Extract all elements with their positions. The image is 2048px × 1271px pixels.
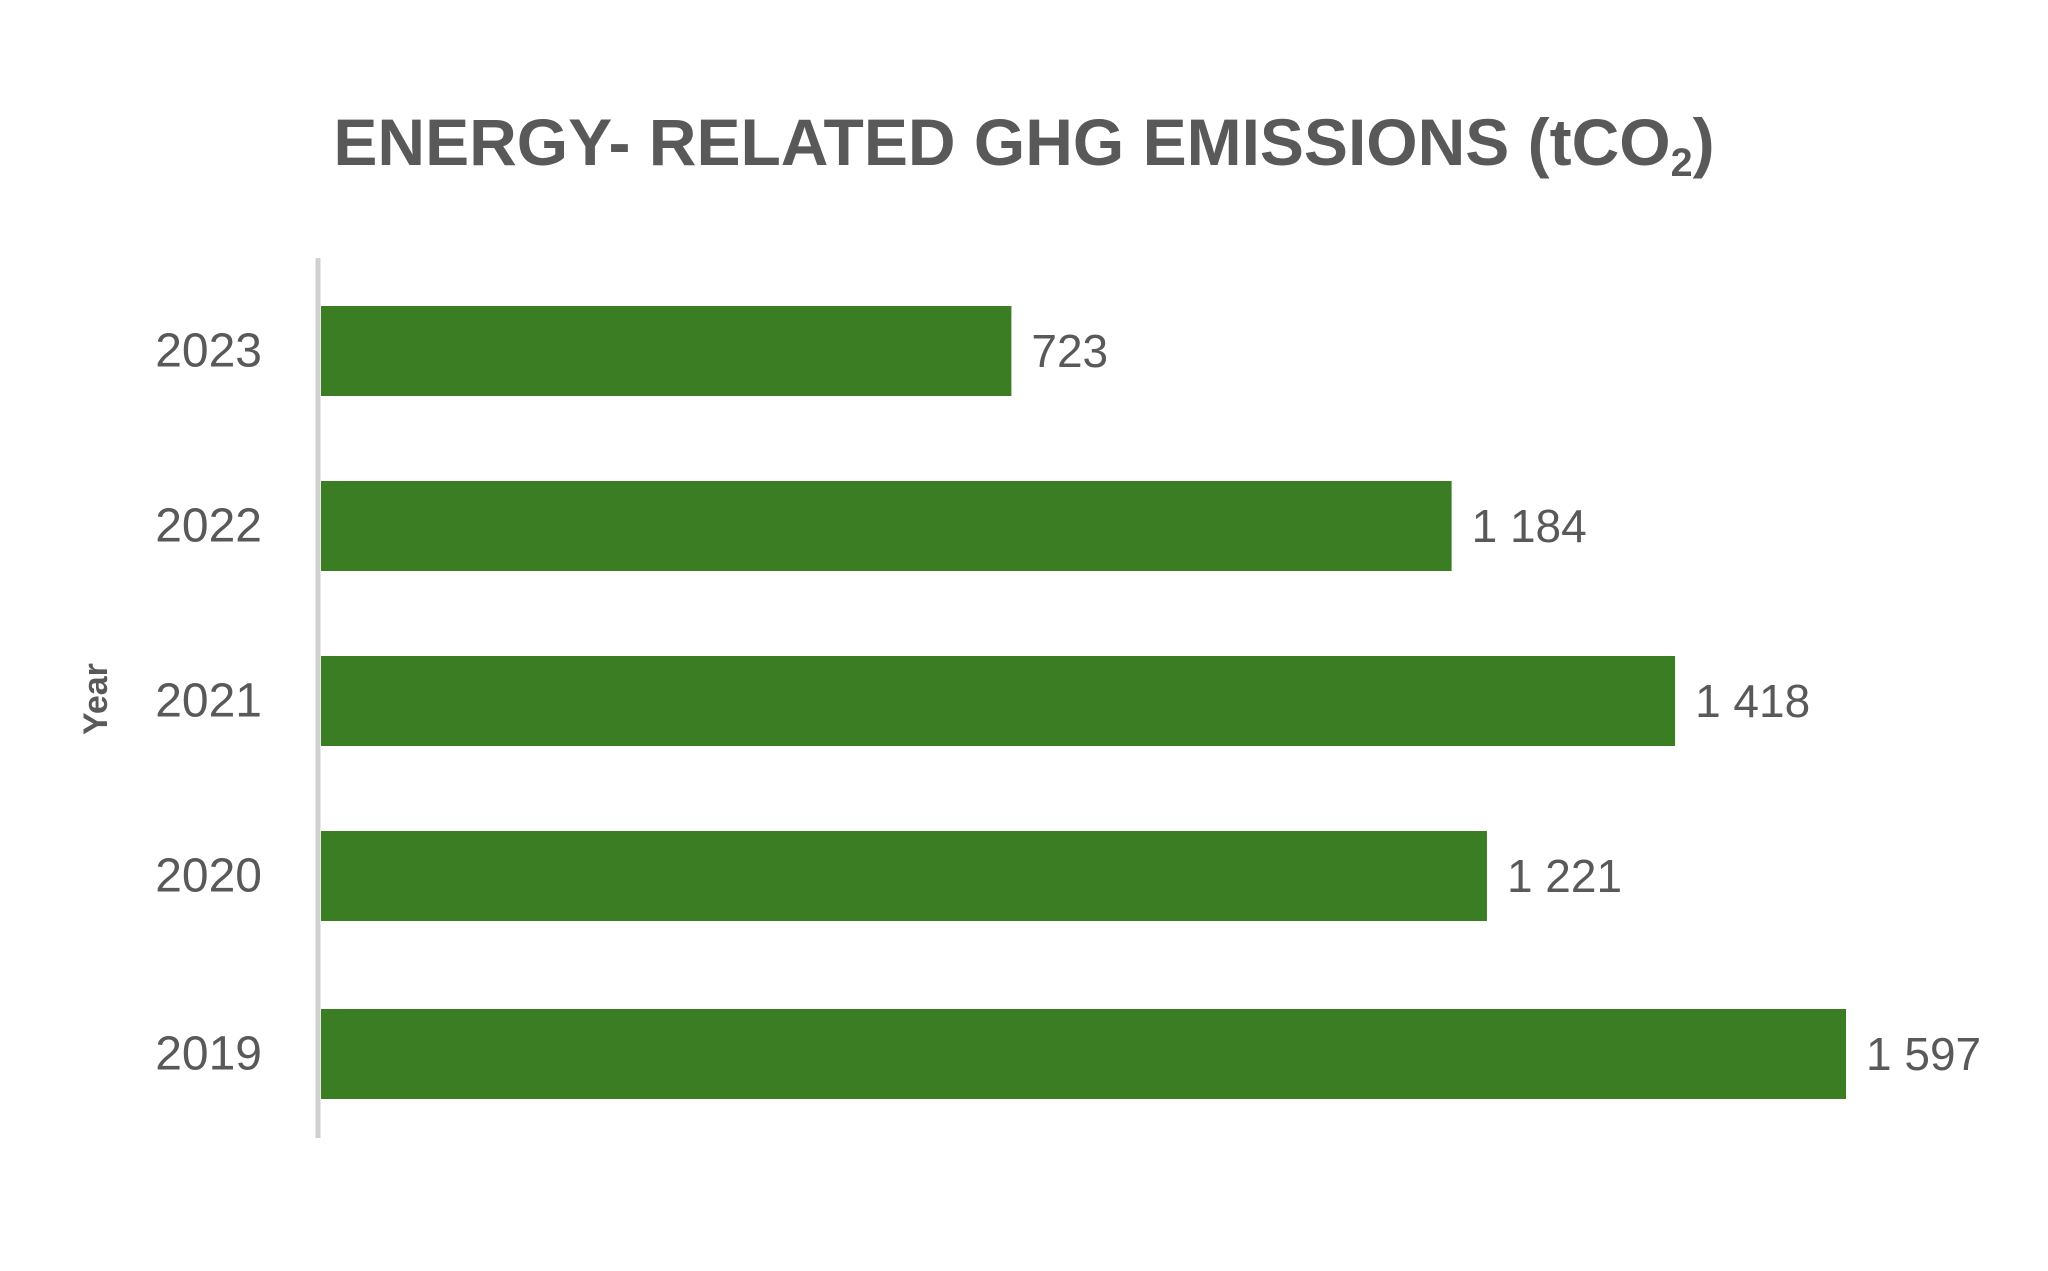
data-label-2023: 723 <box>1031 325 1108 377</box>
chart-title-subscript: 2 <box>1670 141 1693 186</box>
tick-label-2020: 2020 <box>155 850 262 903</box>
chart-title: ENERGY- RELATED GHG EMISSIONS (tCO2) <box>0 104 2048 183</box>
bar-2019 <box>321 1009 1846 1099</box>
bar-2022 <box>321 481 1452 571</box>
data-label-2022: 1 184 <box>1472 500 1587 552</box>
data-labels-group: 723 1 184 1 418 1 221 1 597 <box>1031 325 1981 1080</box>
y-axis-title: Year <box>77 663 115 735</box>
tick-label-2022: 2022 <box>155 500 262 553</box>
data-label-2019: 1 597 <box>1866 1028 1981 1080</box>
data-label-2021: 1 418 <box>1695 675 1810 727</box>
chart-title-text: ENERGY- RELATED GHG EMISSIONS (tCO <box>333 105 1671 179</box>
bars-group <box>321 306 1846 1099</box>
bar-2020 <box>321 831 1487 921</box>
tick-label-2023: 2023 <box>155 325 262 378</box>
tick-label-2021: 2021 <box>155 675 262 728</box>
data-label-2020: 1 221 <box>1507 850 1622 902</box>
chart-title-end: ) <box>1692 105 1715 179</box>
tick-labels-group: 2023 2022 2021 2020 2019 <box>155 325 262 1081</box>
bar-2023 <box>321 306 1012 396</box>
bar-2021 <box>321 656 1676 746</box>
tick-label-2019: 2019 <box>155 1028 262 1081</box>
